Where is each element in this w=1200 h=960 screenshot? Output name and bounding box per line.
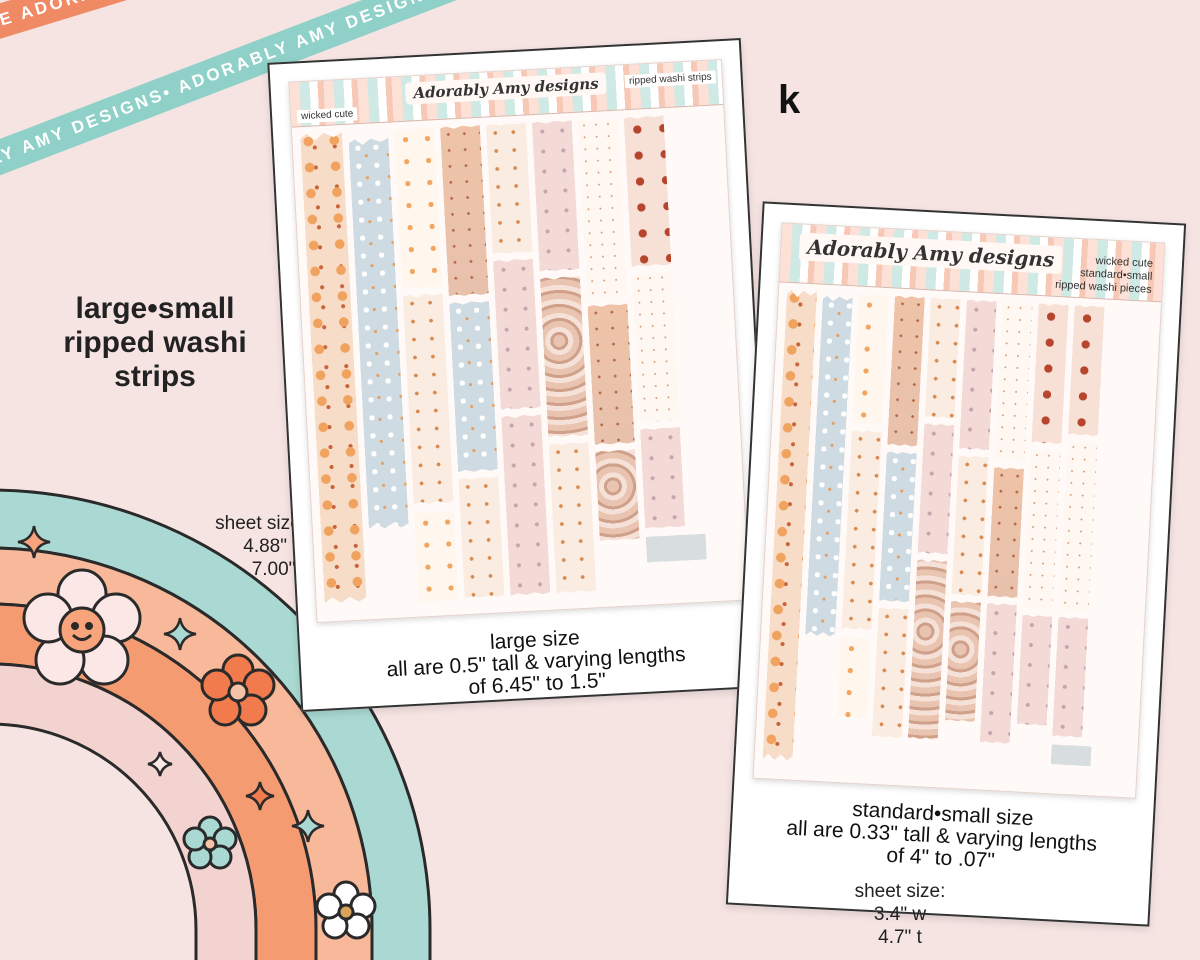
title-line: ripped washi <box>63 326 247 359</box>
large-size-caption: large size all are 0.5" tall & varying l… <box>300 617 773 708</box>
washi-strip <box>549 442 597 594</box>
washi-strip <box>918 423 955 554</box>
washi-strip <box>1023 449 1061 610</box>
small-sheet-size: sheet size: 3.4" w 4.7" t <box>840 880 960 949</box>
washi-strip <box>403 293 454 505</box>
washi-strip <box>837 637 871 718</box>
washi-strip <box>1059 441 1098 612</box>
sheet-preview: Adorably Amy designs wicked cute standar… <box>752 222 1166 799</box>
washi-strip <box>449 301 498 473</box>
washi-strip <box>980 603 1017 744</box>
variant-letter: k <box>778 78 801 122</box>
washi-strip <box>595 449 640 541</box>
flower-icon <box>315 880 377 940</box>
sparkle-star-icon <box>147 751 173 777</box>
small-size-caption: standard•small size all are 0.33" tall &… <box>730 793 1153 881</box>
washi-strip <box>763 290 818 761</box>
sparkle-star-icon <box>291 809 325 843</box>
title-line: large•small <box>75 292 235 325</box>
size-label: sheet size: <box>215 513 306 534</box>
sparkle-star-icon <box>163 617 197 651</box>
washi-strip <box>1051 744 1092 766</box>
washi-strip <box>501 414 550 596</box>
washi-strip <box>1068 305 1105 436</box>
smiley-flower-icon <box>22 568 142 686</box>
washi-strip <box>624 115 672 267</box>
washi-strip <box>540 276 588 438</box>
washi-strip <box>959 299 997 450</box>
flower-icon <box>200 653 276 727</box>
washi-strip <box>841 429 881 630</box>
rainbow-decoration <box>0 488 432 960</box>
washi-strip <box>587 303 634 445</box>
washi-strip <box>994 301 1032 462</box>
washi-strip <box>951 455 988 596</box>
large-sheet-size: sheet size: 4.88" w 7.00" t <box>160 512 306 581</box>
washi-strip <box>852 294 889 425</box>
washi-strips <box>300 112 741 613</box>
washi-strip <box>458 476 504 598</box>
size-height: 4.7" t <box>878 927 922 948</box>
size-width: 3.4" w <box>873 904 927 925</box>
size-label: sheet size: <box>854 881 946 902</box>
washi-strip <box>493 258 541 410</box>
large-sticker-sheet: Adorably Amy designs wicked cute ripped … <box>267 38 775 712</box>
washi-strip <box>925 297 961 418</box>
washi-strip <box>414 511 459 603</box>
washi-strip <box>578 118 627 300</box>
washi-strip <box>987 467 1024 598</box>
sheet-header-labels: wicked cute standard•small ripped washi … <box>1051 252 1158 298</box>
washi-strip <box>945 601 981 722</box>
washi-strip <box>646 534 707 563</box>
sheet-preview: Adorably Amy designs wicked cute ripped … <box>288 59 751 624</box>
washi-strip <box>879 451 917 602</box>
flower-icon <box>182 815 238 870</box>
product-title: large•small ripped washi strips <box>40 292 270 394</box>
washi-strip <box>887 295 925 446</box>
small-sticker-sheet: Adorably Amy designs wicked cute standar… <box>725 201 1187 927</box>
washi-strip <box>440 125 489 297</box>
title-line: strips <box>114 360 196 393</box>
washi-strip <box>1052 616 1088 737</box>
size-height: 7.00" t <box>251 559 306 580</box>
washi-strip <box>640 427 685 529</box>
washi-strip <box>486 122 533 254</box>
sparkle-star-icon <box>17 525 51 559</box>
washi-strip <box>532 120 580 272</box>
washi-strip <box>872 607 909 738</box>
washi-strips <box>762 290 1153 789</box>
washi-strip <box>1017 615 1053 726</box>
washi-strip <box>1031 303 1068 444</box>
washi-strip <box>394 127 442 289</box>
size-width: 4.88" w <box>243 536 306 557</box>
washi-strip <box>632 271 680 423</box>
washi-strip <box>908 559 947 740</box>
sparkle-star-icon <box>245 781 275 811</box>
